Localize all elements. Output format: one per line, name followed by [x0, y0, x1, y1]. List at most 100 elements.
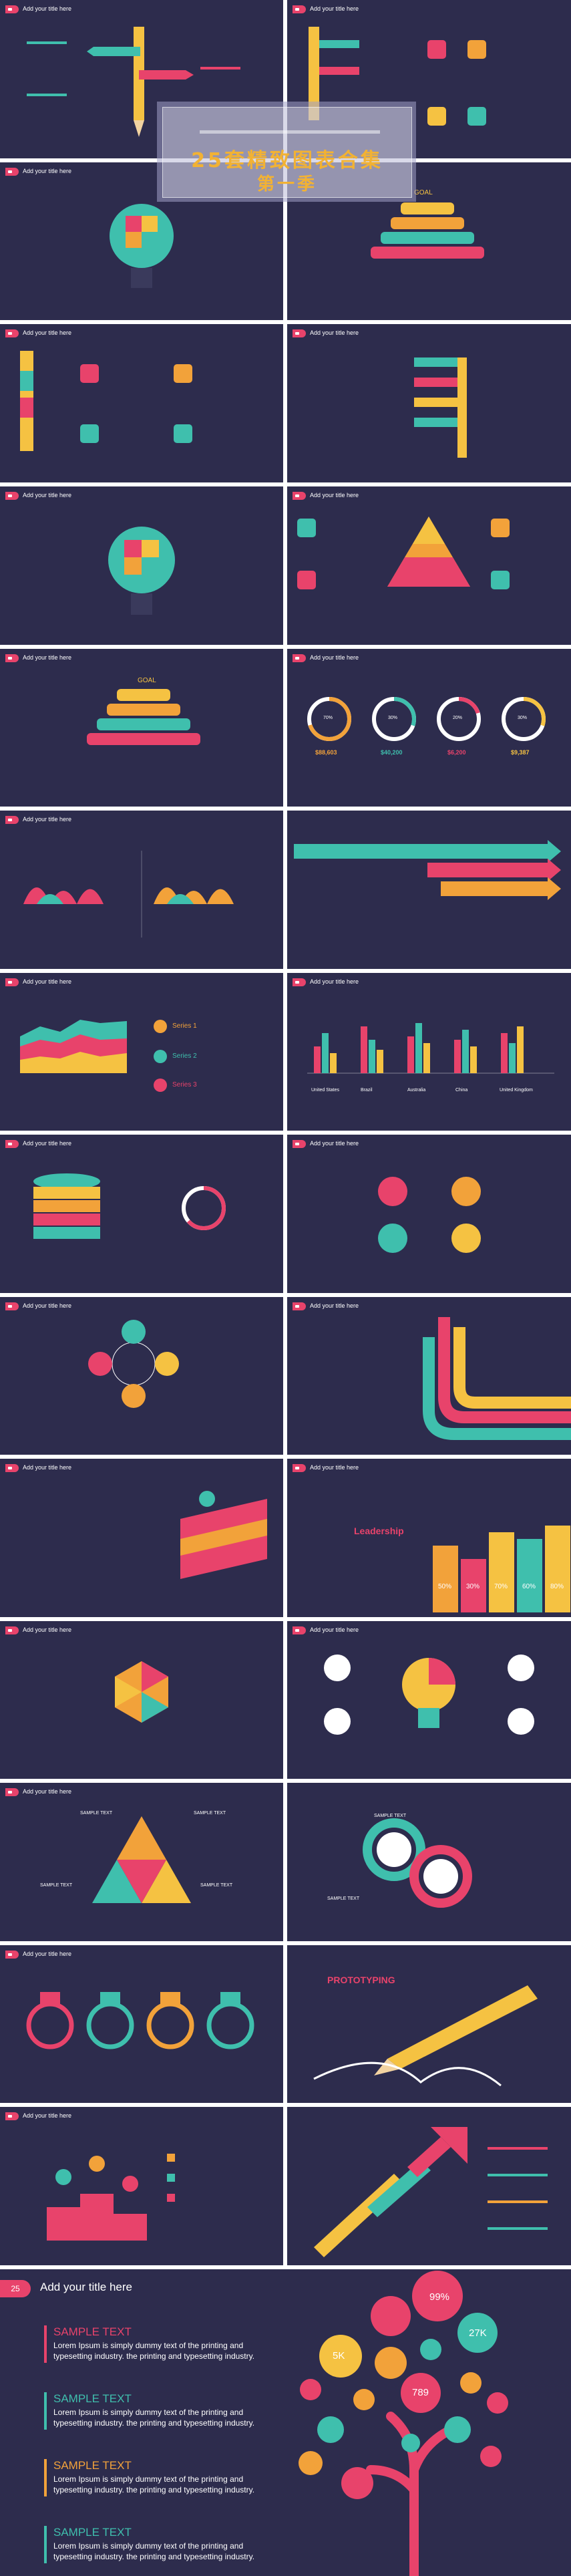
slide-15[interactable]: Add your title here [0, 1135, 283, 1293]
slide-title: Add your title here [310, 1140, 359, 1147]
slide-badge [293, 492, 306, 500]
money-value: $40,200 [381, 749, 403, 756]
slide-10[interactable]: Add your title here 70% 30% 20% 30% $88,… [287, 649, 571, 807]
arrow-pencil-graphic [414, 357, 467, 458]
slide-badge [5, 2112, 19, 2120]
slide-badge [5, 168, 19, 176]
slide-badge [293, 1626, 306, 1634]
sample-body: Lorem Ipsum is simply dummy text of the … [53, 2408, 255, 2428]
progress-percent: 30% [388, 716, 398, 720]
slide-badge [293, 1464, 306, 1472]
slide-badge [5, 1464, 19, 1472]
money-value: $6,200 [447, 749, 466, 756]
progress-rings-graphic [307, 697, 546, 741]
slide-title: Add your title here [23, 1788, 72, 1795]
slide-7[interactable]: Add your title here [0, 486, 283, 645]
triangle-segments-graphic [92, 1816, 191, 1903]
pencil-arrows-graphic [27, 27, 240, 137]
area-chart-graphic [20, 1020, 167, 1092]
slide-title: Add your title here [23, 1302, 72, 1309]
icon-circles-graphic [378, 1177, 481, 1253]
slide-8[interactable]: Add your title here [287, 486, 571, 645]
vertical-pencil-graphic [309, 27, 486, 126]
slide-14[interactable]: Add your title here United States Brazil… [287, 973, 571, 1131]
series-label: Series 3 [172, 1081, 197, 1089]
country-label: United States [311, 1088, 340, 1093]
cover-title: 25套精致图表合集 [191, 149, 383, 172]
ring-chain-graphic [363, 1818, 472, 1908]
sample-heading: SAMPLE TEXT [53, 2392, 132, 2405]
cover-card: 25套精致图表合集 第一季 [157, 102, 416, 202]
money-value: $9,387 [511, 749, 530, 756]
podium-graphic [47, 2154, 175, 2241]
bubble-tree-graphic [299, 2271, 508, 2576]
slide-16[interactable]: Add your title here [287, 1135, 571, 1293]
slide-21[interactable]: Add your title here [0, 1621, 283, 1779]
ribbon-arrows-graphic [294, 840, 561, 939]
slide-badge [5, 816, 19, 824]
slide-23[interactable]: Add your title here SAMPLE TEXT SAMPLE T… [0, 1783, 283, 1941]
leader-percent: 60% [522, 1583, 536, 1590]
slide-title: Add your title here [310, 1302, 359, 1309]
slide-22[interactable]: Add your title here [287, 1621, 571, 1779]
slide-number-badge: 25 [0, 2280, 31, 2297]
progress-percent: 20% [453, 716, 463, 720]
slide-11[interactable]: Add your title here [0, 811, 283, 969]
slide-26[interactable]: PROTOTYPING [287, 1945, 571, 2103]
cover-note-line [200, 130, 380, 134]
leader-percent: 30% [466, 1583, 480, 1590]
slide-28[interactable] [287, 2107, 571, 2265]
sample-label: SAMPLE TEXT [80, 1811, 113, 1816]
slide-29[interactable]: 25 Add your title here SAMPLE TEXT Lorem… [0, 2269, 571, 2576]
slide-17[interactable]: Add your title here [0, 1297, 283, 1455]
growth-arrow-graphic [314, 2127, 548, 2257]
slide-18[interactable]: Add your title here [287, 1297, 571, 1455]
slide-badge [293, 1140, 306, 1148]
accent-bar [44, 2526, 47, 2563]
accent-bar [44, 2325, 47, 2363]
slide-24[interactable]: SAMPLE TEXT SAMPLE TEXT [287, 1783, 571, 1941]
slide-badge [5, 1788, 19, 1796]
slide-27[interactable]: Add your title here [0, 2107, 283, 2265]
sample-label: SAMPLE TEXT [374, 1814, 407, 1818]
series-label: Series 2 [172, 1052, 197, 1060]
slide-12[interactable] [287, 811, 571, 969]
cover-subtitle: 第一季 [256, 174, 317, 194]
slide-25[interactable]: Add your title here [0, 1945, 283, 2103]
slide-1[interactable]: Add your title here [0, 0, 283, 158]
slide-badge [5, 654, 19, 662]
slide-title: Add your title here [23, 1951, 72, 1957]
hub-circles-graphic [88, 1320, 179, 1408]
slide-title: Add your title here [310, 329, 359, 336]
sample-body: Lorem Ipsum is simply dummy text of the … [53, 2341, 255, 2361]
slide-title: Add your title here [23, 1626, 72, 1633]
slide-badge [5, 978, 19, 986]
progress-percent: 30% [518, 716, 528, 720]
lightbulb-graphic [324, 1655, 534, 1735]
slide-title: Add your title here [23, 492, 72, 498]
slide-5[interactable]: Add your title here [0, 324, 283, 482]
slide-badge [5, 1951, 19, 1959]
slide-9[interactable]: Add your title here GOAL [0, 649, 283, 807]
progress-percent: 70% [323, 716, 333, 720]
slide-badge [293, 5, 306, 13]
hexagon-graphic [115, 1661, 168, 1723]
sample-body: Lorem Ipsum is simply dummy text of the … [53, 2541, 255, 2561]
slide-title: Add your title here [310, 1464, 359, 1471]
layered-cake-graphic [371, 202, 484, 259]
slide-19[interactable]: Add your title here [0, 1459, 283, 1617]
pyramid-graphic [297, 517, 510, 589]
sample-heading: SAMPLE TEXT [53, 2325, 132, 2338]
slide-6[interactable]: Add your title here [287, 324, 571, 482]
slide-badge [293, 654, 306, 662]
slide-title: Add your title here [23, 816, 72, 823]
slide-title: Add your title here [23, 1464, 72, 1471]
slide-20[interactable]: Add your title here Leadership 50% 30% 7… [287, 1459, 571, 1617]
goal-label: GOAL [414, 189, 433, 196]
slide-13[interactable]: Add your title here Series 1 Series 2 Se… [0, 973, 283, 1131]
puzzle-bulb-graphic [108, 527, 175, 615]
leader-percent: 50% [438, 1583, 452, 1590]
slide-title: Add your title here [23, 978, 72, 985]
sample-heading: SAMPLE TEXT [53, 2459, 132, 2472]
